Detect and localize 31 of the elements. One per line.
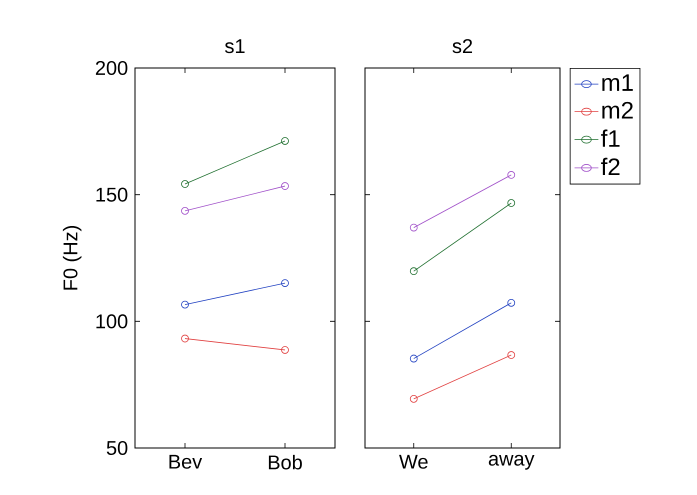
point xyxy=(181,334,189,342)
y-tick-label: 200 xyxy=(96,60,128,76)
point xyxy=(507,171,516,179)
point xyxy=(507,199,516,207)
y-tick-label: 100 xyxy=(96,314,128,328)
point xyxy=(281,346,289,354)
point xyxy=(181,180,189,188)
point xyxy=(281,279,289,287)
point xyxy=(410,224,418,232)
legend-label: m1 xyxy=(602,74,633,91)
legend-label: m2 xyxy=(602,102,633,119)
x-tick-label: We xyxy=(399,454,428,469)
x-tick-label: away xyxy=(488,454,534,470)
point xyxy=(181,206,189,215)
point xyxy=(507,298,516,307)
point xyxy=(281,137,289,145)
chart-title: s2 xyxy=(452,39,472,54)
point xyxy=(507,351,516,359)
point xyxy=(410,394,418,403)
x-tick-label: Bob xyxy=(268,454,302,470)
y-tick-label: 150 xyxy=(96,188,128,202)
x-tick-label: Bev xyxy=(169,454,202,469)
point xyxy=(410,267,418,276)
y-tick-label: 50 xyxy=(106,440,128,456)
point xyxy=(410,354,418,362)
point xyxy=(281,182,289,190)
legend-label: f1 xyxy=(601,129,620,147)
legend-label: f2 xyxy=(601,158,620,176)
chart-title: s1 xyxy=(225,39,245,54)
y-axis-title: F0 (Hz) xyxy=(62,226,82,290)
point xyxy=(181,300,189,308)
